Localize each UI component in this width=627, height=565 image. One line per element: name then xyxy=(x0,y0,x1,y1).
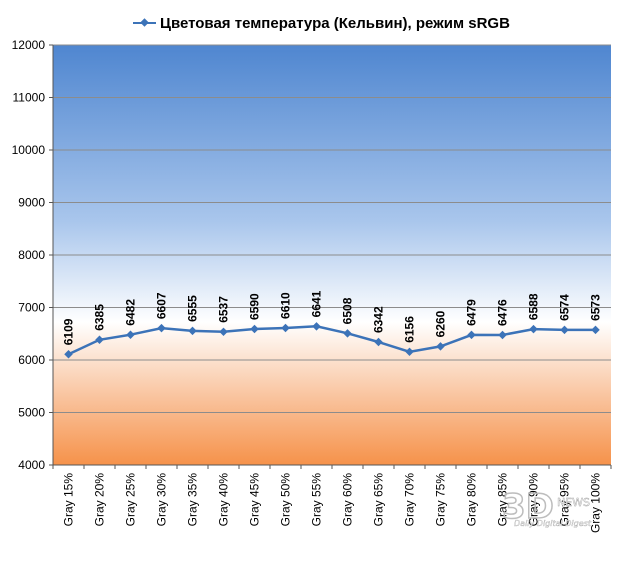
data-label: 6555 xyxy=(186,295,200,322)
y-tick-label: 9000 xyxy=(18,196,45,210)
x-tick-label: Gray 55% xyxy=(310,473,324,527)
data-label: 6156 xyxy=(403,316,417,343)
y-tick-label: 10000 xyxy=(12,143,46,157)
watermark-news: NEWS xyxy=(557,496,590,509)
watermark-3d: 3D xyxy=(502,487,554,527)
data-point xyxy=(374,337,383,347)
y-tick-label: 8000 xyxy=(18,248,45,262)
data-label: 6537 xyxy=(217,296,231,323)
data-label: 6482 xyxy=(124,299,138,326)
data-point xyxy=(188,326,197,336)
data-label: 6508 xyxy=(341,297,355,324)
data-label: 6260 xyxy=(434,310,448,337)
data-label: 6588 xyxy=(527,293,541,320)
data-point xyxy=(343,329,352,338)
data-label: 6610 xyxy=(279,292,293,319)
data-label: 6342 xyxy=(372,306,386,333)
data-point xyxy=(95,335,104,345)
x-tick-label: Gray 25% xyxy=(124,473,138,527)
data-label: 6109 xyxy=(62,318,76,345)
x-tick-label: Gray 85% xyxy=(496,473,510,527)
x-tick-label: Gray 90% xyxy=(527,473,541,527)
data-labels: 6109 6385 6482 6607 6555 6537 6590 6610 6641 6508… xyxy=(62,290,603,345)
x-tick-label: Gray 100% xyxy=(589,473,603,533)
data-point xyxy=(219,327,228,337)
x-tick-label: Gray 45% xyxy=(248,473,262,527)
x-tick-label: Gray 35% xyxy=(186,473,200,527)
data-label: 6476 xyxy=(496,299,510,326)
data-point xyxy=(436,342,445,351)
x-tick-label: Gray 80% xyxy=(465,473,479,527)
data-point xyxy=(405,347,414,357)
data-label: 6590 xyxy=(248,293,262,320)
data-label: 6641 xyxy=(310,290,324,317)
data-point xyxy=(498,330,507,340)
y-tick-label: 7000 xyxy=(18,301,45,315)
x-axis: Gray 15% Gray 20% Gray 25% Gray 30% Gray 35%… xyxy=(52,464,612,533)
chart-legend: Цветовая температура (Кельвин), режим sR… xyxy=(133,15,510,32)
data-label: 6479 xyxy=(465,299,479,326)
data-label: 6607 xyxy=(155,292,169,319)
data-point xyxy=(250,324,259,334)
data-point xyxy=(312,322,321,331)
watermark-logo: 3D NEWS Daily Digital Digest xyxy=(501,486,592,528)
data-point xyxy=(126,330,135,339)
x-tick-label: Gray 70% xyxy=(403,473,417,527)
y-tick-label: 5000 xyxy=(18,406,45,420)
data-label: 6574 xyxy=(558,294,572,321)
x-tick-label: Gray 75% xyxy=(434,473,448,527)
data-point xyxy=(529,324,538,334)
y-tick-label: 11000 xyxy=(13,91,46,105)
x-tick-label: Gray 50% xyxy=(279,473,293,527)
data-label: 6385 xyxy=(93,304,107,331)
y-tick-label: 6000 xyxy=(18,353,45,367)
data-point xyxy=(64,350,73,359)
data-point xyxy=(591,325,600,335)
x-tick-label: Gray 20% xyxy=(93,473,107,527)
x-tick-label: Gray 15% xyxy=(62,473,76,527)
legend-series-name: Цветовая температура (Кельвин), режим sR… xyxy=(160,15,510,32)
gridlines xyxy=(53,44,611,413)
x-tick-label: Gray 40% xyxy=(217,473,231,527)
x-tick-label: Gray 95% xyxy=(558,473,572,527)
watermark-tagline: Daily Digital Digest xyxy=(514,519,592,528)
data-point xyxy=(560,325,569,335)
y-tick-label: 12000 xyxy=(12,38,46,52)
series-line xyxy=(67,325,596,356)
data-point xyxy=(157,323,166,333)
data-point xyxy=(467,330,476,340)
x-tick-label: Gray 30% xyxy=(155,473,169,527)
data-point xyxy=(281,323,290,333)
legend-diamond-marker xyxy=(140,18,149,27)
y-tick-label: 4000 xyxy=(18,458,45,472)
y-axis: 4000 5000 6000 7000 8000 9000 10000 11000 12000 xyxy=(12,38,54,472)
data-label: 6573 xyxy=(589,294,603,321)
x-tick-label: Gray 60% xyxy=(341,473,355,527)
x-tick-label: Gray 65% xyxy=(372,473,386,527)
data-points xyxy=(64,322,600,359)
